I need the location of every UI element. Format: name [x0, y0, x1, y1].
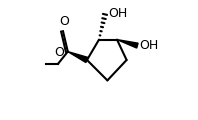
Text: OH: OH [108, 7, 127, 20]
Polygon shape [117, 40, 138, 48]
Polygon shape [68, 52, 88, 63]
Text: OH: OH [139, 39, 158, 52]
Text: O: O [54, 46, 64, 59]
Text: O: O [59, 15, 69, 28]
